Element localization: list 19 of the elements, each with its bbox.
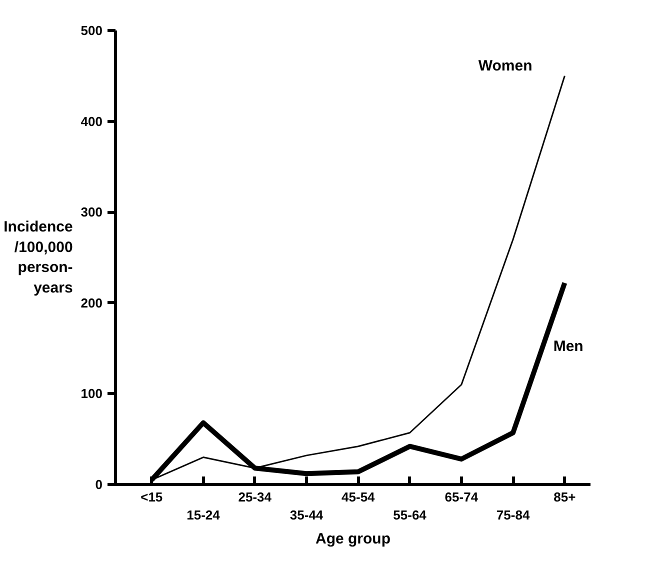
x-axis-title: Age group xyxy=(316,530,391,548)
x-tick-label: 35-44 xyxy=(290,508,324,522)
y-tick-label: 300 xyxy=(80,204,103,220)
y-tick-label: 200 xyxy=(80,295,103,310)
series-label: Men xyxy=(553,338,584,355)
y-tick-label: 400 xyxy=(80,114,103,129)
x-tick-label: 25-34 xyxy=(238,490,272,504)
x-tick-label: 65-74 xyxy=(444,490,479,504)
text: Women xyxy=(478,57,532,74)
y-tick-label: 100 xyxy=(80,386,103,402)
x-tick-label: 45-54 xyxy=(342,490,376,504)
x-tick-label: 75-84 xyxy=(496,508,530,522)
x-tick-label: 15-24 xyxy=(186,508,221,522)
x-tick-label: 55-64 xyxy=(393,508,428,522)
x-tick-label: 85+ xyxy=(554,490,576,504)
y-axis-title: Incidence /100,000 person- years xyxy=(4,218,73,297)
y-tick-label: 0 xyxy=(95,477,103,492)
x-tick-label: <15 xyxy=(140,490,163,504)
y-tick-label: 500 xyxy=(80,23,103,38)
